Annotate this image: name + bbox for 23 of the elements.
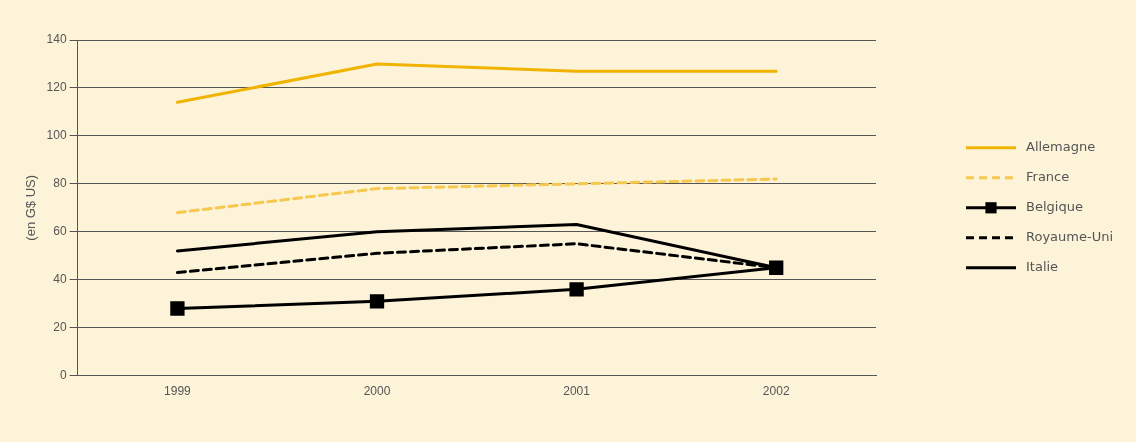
y-tick-label: 100 xyxy=(46,128,67,143)
y-tick-label: 40 xyxy=(53,272,67,287)
line-series xyxy=(175,177,778,215)
x-tick-label: 2000 xyxy=(363,384,391,399)
legend-label: France xyxy=(1026,169,1070,185)
point xyxy=(569,282,584,297)
y-tick-label: 140 xyxy=(46,32,67,47)
x-tick-label: 2002 xyxy=(762,384,790,399)
legend-label: Allemagne xyxy=(1026,139,1096,155)
y-tick-label: 80 xyxy=(53,176,67,191)
y-tick-label: 60 xyxy=(53,224,67,239)
x-tick-label: 1999 xyxy=(164,384,192,399)
y-tick-label: 0 xyxy=(59,367,67,382)
y-tick-label: 120 xyxy=(46,80,67,95)
point xyxy=(170,301,185,316)
point xyxy=(369,294,385,309)
point xyxy=(769,260,784,275)
y-axis-title: (en G$ US) xyxy=(23,174,39,241)
legend-label: Italie xyxy=(1026,259,1059,275)
legend-label: Royaume-Uni xyxy=(1026,229,1114,245)
legend-label: Belgique xyxy=(1026,199,1083,215)
x-tick-label: 2001 xyxy=(563,384,591,399)
y-tick-label: 20 xyxy=(53,319,67,334)
